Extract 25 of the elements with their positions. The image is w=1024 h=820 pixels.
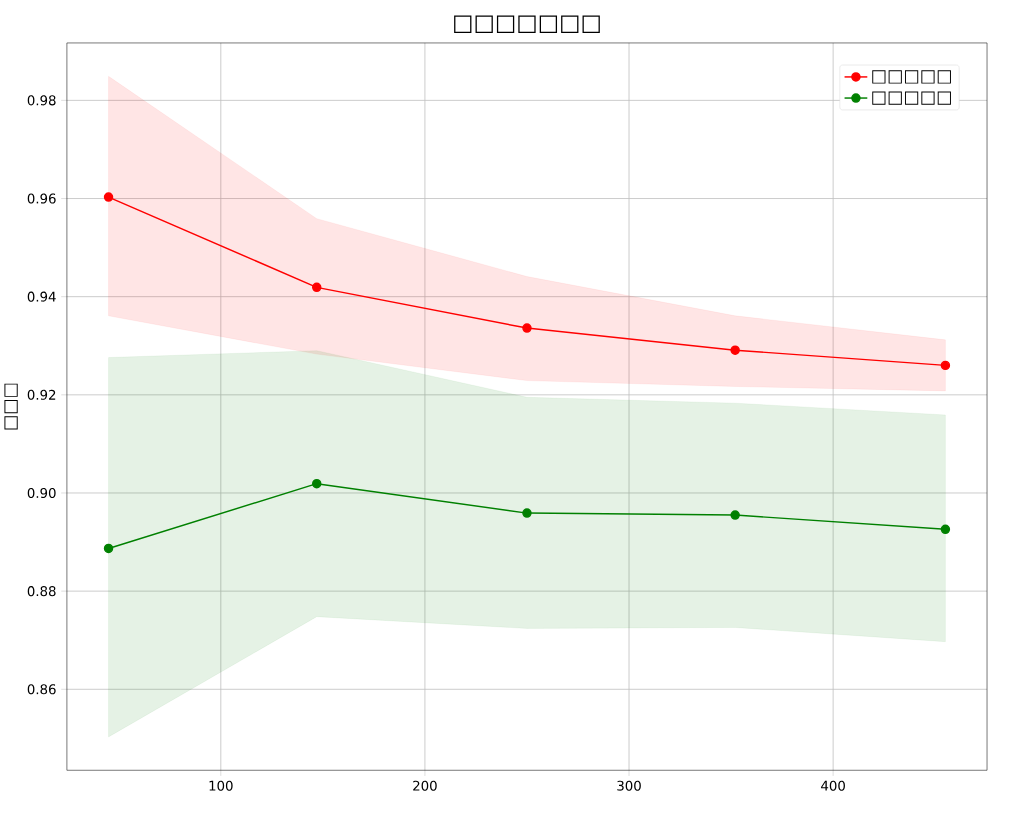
point [522,508,532,518]
point [312,282,322,292]
y-tick-label: 0.98 [27,95,56,106]
y-tick-label: 0.92 [27,389,56,400]
point [940,524,951,534]
legend-label: □□□□□ [872,70,951,84]
y-tick-label: 0.94 [27,291,56,302]
y-tick-label: 0.88 [27,585,56,597]
legend-label: □□□□□ [872,91,951,105]
x-tick-label: 200 [413,780,437,791]
x-tick-label: 100 [209,780,233,791]
chart-title: □□□□□□□ [454,15,600,33]
point [940,360,951,371]
x-tick-label: 400 [821,780,845,791]
point [103,192,114,202]
y-tick-label: 0.90 [27,487,56,498]
x-tick-label: 300 [617,780,641,791]
point [103,543,114,554]
point [730,510,740,520]
point [522,323,532,333]
point [730,345,740,355]
y-axis-title: □□□ [4,383,18,430]
y-tick-label: 0.96 [27,193,56,204]
point [312,478,322,489]
y-tick-label: 0.86 [27,684,56,695]
